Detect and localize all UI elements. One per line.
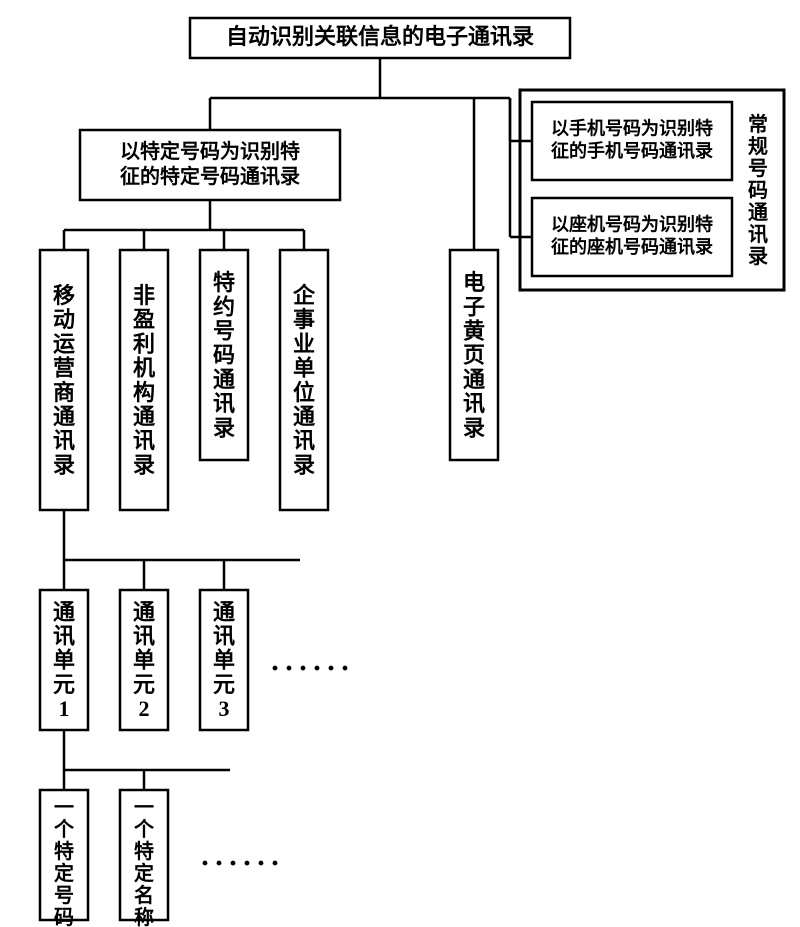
label: 以座机号码为识别特 xyxy=(551,214,713,235)
label: 讯 xyxy=(53,624,75,649)
ellipsis: ······ xyxy=(270,652,354,685)
label: 通 xyxy=(293,404,315,429)
label: 讯 xyxy=(213,391,235,416)
label: 商 xyxy=(53,380,75,405)
label: 业 xyxy=(293,331,315,356)
label: 位 xyxy=(293,380,315,405)
label: 讯 xyxy=(53,428,75,453)
label: 讯 xyxy=(463,391,485,416)
label: 特 xyxy=(134,839,154,863)
label: 非 xyxy=(133,283,155,308)
label: 常 xyxy=(748,113,768,136)
label: 营 xyxy=(53,356,75,381)
label: 元 xyxy=(133,672,155,697)
label: 通 xyxy=(133,404,155,429)
label: 单 xyxy=(133,648,155,673)
label: 以手机号码为识别特 xyxy=(551,118,713,139)
label: 号 xyxy=(748,157,768,180)
label: 码 xyxy=(54,907,74,927)
label: 讯 xyxy=(133,428,155,453)
label: 录 xyxy=(463,415,485,440)
label: 名 xyxy=(134,883,154,907)
label: 企 xyxy=(292,283,316,308)
label: 机 xyxy=(133,356,155,381)
label: 单 xyxy=(53,648,75,673)
label: 个 xyxy=(133,818,155,841)
label: 构 xyxy=(133,380,155,405)
label: 3 xyxy=(219,696,230,721)
label: 移 xyxy=(53,283,75,308)
label: 通 xyxy=(133,599,155,624)
label: 个 xyxy=(53,818,75,841)
label: 通 xyxy=(53,404,75,429)
label: 电 xyxy=(463,270,485,295)
label: 通 xyxy=(53,599,75,624)
label: 特 xyxy=(213,270,235,295)
label: 页 xyxy=(463,343,485,368)
label: 号 xyxy=(213,319,235,344)
label: 录 xyxy=(293,452,315,477)
hierarchy-diagram: 自动识别关联信息的电子通讯录以特定号码为识别特征的特定号码通讯录电子黄页通讯录常… xyxy=(0,0,800,927)
label: 一 xyxy=(54,797,74,819)
label: 规 xyxy=(748,135,768,158)
label: 通 xyxy=(213,599,235,624)
label: 单 xyxy=(293,356,315,381)
label: 一 xyxy=(134,797,154,819)
label: 以特定号码为识别特 xyxy=(120,139,300,163)
label: 盈 xyxy=(132,307,155,332)
label: 征的座机号码通讯录 xyxy=(551,236,713,257)
label: 动 xyxy=(53,307,75,332)
label: 定 xyxy=(134,861,154,885)
label: 码 xyxy=(213,343,235,368)
label: 元 xyxy=(213,672,235,697)
label: 单 xyxy=(213,648,235,673)
label: 讯 xyxy=(213,624,235,649)
label: 号 xyxy=(54,884,74,907)
label: 1 xyxy=(59,696,70,721)
label: 通 xyxy=(748,201,768,224)
label: 称 xyxy=(134,905,154,927)
label: 运 xyxy=(53,331,75,356)
label: 约 xyxy=(213,294,235,319)
label: 录 xyxy=(213,415,235,440)
ellipsis: ······ xyxy=(200,847,284,880)
label: 通 xyxy=(463,367,485,392)
label: 利 xyxy=(133,331,155,356)
label: 录 xyxy=(53,452,75,477)
label: 讯 xyxy=(133,624,155,649)
label: 子 xyxy=(463,294,485,319)
label: 元 xyxy=(53,672,75,697)
label: 通 xyxy=(213,367,235,392)
label: 讯 xyxy=(748,223,768,246)
label: 录 xyxy=(133,452,155,477)
label: 征的特定号码通讯录 xyxy=(120,164,300,188)
label: 定 xyxy=(54,861,74,885)
label: 自动识别关联信息的电子通讯录 xyxy=(226,24,534,49)
label: 事 xyxy=(293,307,315,332)
label: 征的手机号码通讯录 xyxy=(551,140,713,161)
label: 黄 xyxy=(463,319,485,344)
label: 码 xyxy=(748,180,768,202)
label: 讯 xyxy=(293,428,315,453)
label: 特 xyxy=(54,839,74,863)
label: 录 xyxy=(748,246,768,268)
label: 2 xyxy=(139,696,150,721)
